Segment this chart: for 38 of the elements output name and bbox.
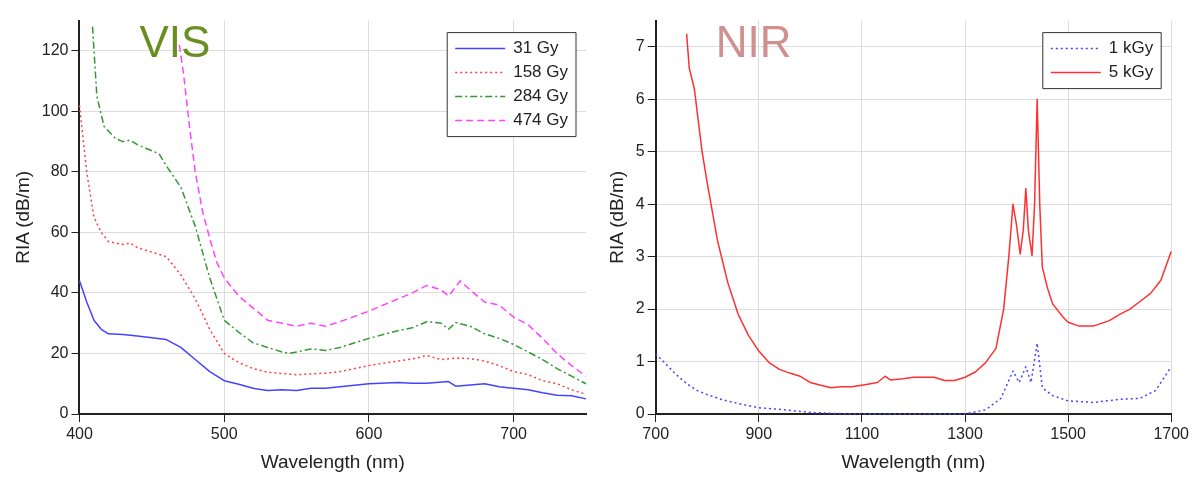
x-axis-title: Wavelength (nm) [841, 450, 986, 472]
y-tick-label: 3 [635, 247, 645, 265]
legend-label: 474 Gy [513, 110, 569, 130]
x-tick-label: 700 [642, 425, 670, 443]
y-tick-label: 6 [635, 89, 645, 107]
y-tick-label: 4 [635, 194, 645, 212]
y-tick-label: 80 [50, 162, 69, 180]
legend-label: 31 Gy [513, 38, 560, 58]
x-tick-label: 400 [66, 425, 93, 443]
y-tick-label: 120 [41, 41, 69, 59]
x-tick-label: 1500 [1050, 425, 1086, 443]
y-axis-title: RIA (dB/m) [11, 170, 33, 264]
y-tick-label: 40 [50, 283, 69, 301]
chart-title: VIS [139, 16, 211, 66]
x-tick-label: 500 [210, 425, 238, 443]
y-tick-label: 1 [635, 351, 645, 369]
y-tick-label: 60 [50, 222, 69, 240]
y-tick-label: 5 [635, 142, 645, 160]
chart-title: NIR [715, 16, 792, 66]
y-tick-label: 0 [59, 404, 69, 422]
x-tick-label: 900 [745, 425, 773, 443]
y-axis-title: RIA (dB/m) [605, 170, 627, 264]
legend-label: 158 Gy [513, 62, 569, 82]
x-tick-label: 1100 [844, 425, 880, 443]
x-tick-label: 600 [355, 425, 383, 443]
legend-label: 1 kGy [1108, 38, 1154, 58]
y-tick-label: 20 [50, 343, 69, 361]
legend-label: 5 kGy [1108, 62, 1154, 82]
y-tick-label: 2 [635, 299, 645, 317]
x-tick-label: 700 [500, 425, 528, 443]
x-tick-label: 1700 [1153, 425, 1190, 443]
y-tick-label: 0 [635, 404, 645, 422]
x-tick-label: 1300 [947, 425, 983, 443]
y-tick-label: 100 [41, 101, 69, 119]
legend-label: 284 Gy [513, 86, 569, 106]
y-tick-label: 7 [635, 37, 645, 55]
x-axis-title: Wavelength (nm) [260, 450, 405, 472]
line-series [91, 25, 587, 385]
